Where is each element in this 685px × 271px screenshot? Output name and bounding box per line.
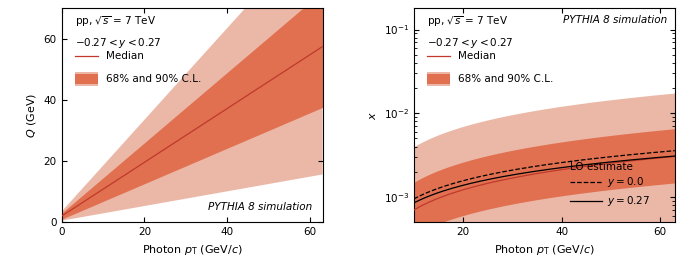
FancyBboxPatch shape xyxy=(75,72,98,86)
Text: Median: Median xyxy=(106,51,144,61)
Text: $-0.27 < y < 0.27$: $-0.27 < y < 0.27$ xyxy=(75,36,161,50)
Text: pp, $\sqrt{s}$ = 7 TeV: pp, $\sqrt{s}$ = 7 TeV xyxy=(75,15,156,29)
FancyBboxPatch shape xyxy=(427,72,450,86)
X-axis label: Photon $p_{\mathrm{T}}$ (GeV/$c$): Photon $p_{\mathrm{T}}$ (GeV/$c$) xyxy=(142,243,242,257)
Text: $y = 0.0$: $y = 0.0$ xyxy=(607,175,644,189)
Text: pp, $\sqrt{s}$ = 7 TeV: pp, $\sqrt{s}$ = 7 TeV xyxy=(427,15,508,29)
Text: 68% and 90% C.L.: 68% and 90% C.L. xyxy=(106,74,201,84)
Text: 68% and 90% C.L.: 68% and 90% C.L. xyxy=(458,74,553,84)
Y-axis label: $Q$ (GeV): $Q$ (GeV) xyxy=(25,93,38,138)
Text: LO estimate: LO estimate xyxy=(571,162,633,172)
Text: $-0.27 < y < 0.27$: $-0.27 < y < 0.27$ xyxy=(427,36,513,50)
X-axis label: Photon $p_{\mathrm{T}}$ (GeV/$c$): Photon $p_{\mathrm{T}}$ (GeV/$c$) xyxy=(494,243,595,257)
Text: PYTHIA 8 simulation: PYTHIA 8 simulation xyxy=(562,15,667,25)
Y-axis label: $x$: $x$ xyxy=(368,111,378,120)
Text: $y = 0.27$: $y = 0.27$ xyxy=(607,194,649,208)
FancyBboxPatch shape xyxy=(75,75,98,84)
FancyBboxPatch shape xyxy=(427,75,450,84)
Text: Median: Median xyxy=(458,51,496,61)
Text: PYTHIA 8 simulation: PYTHIA 8 simulation xyxy=(208,202,312,212)
